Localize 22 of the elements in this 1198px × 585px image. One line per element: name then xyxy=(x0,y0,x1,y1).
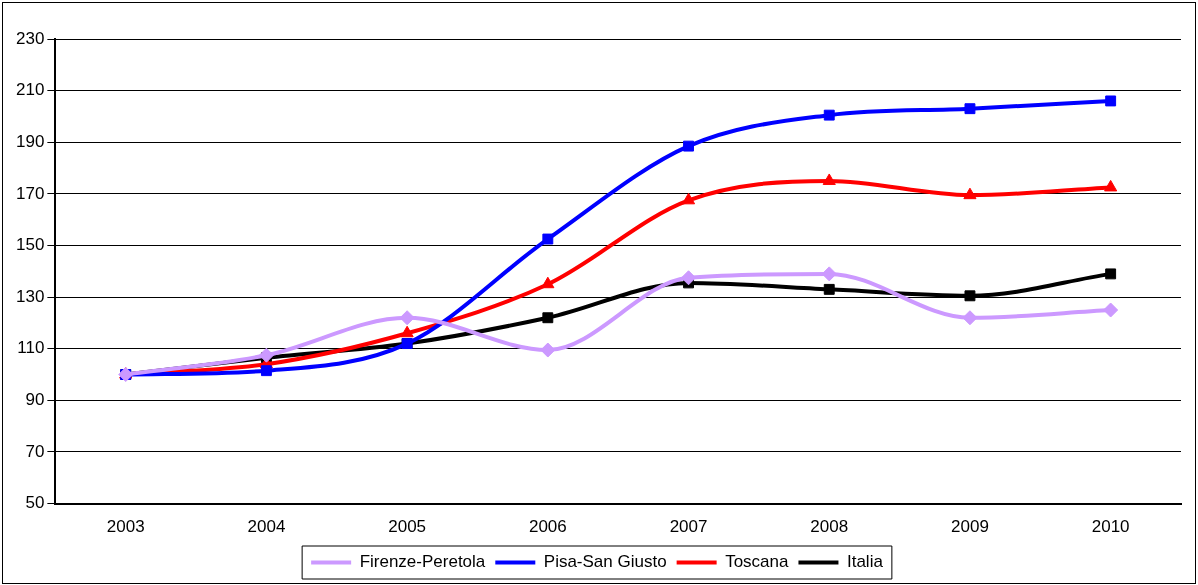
y-tick-label: 170 xyxy=(15,183,45,203)
y-tick-label: 230 xyxy=(15,28,45,48)
x-tick-label: 2009 xyxy=(951,517,989,537)
x-tick-label: 2007 xyxy=(669,517,708,537)
x-tick-label: 2004 xyxy=(247,517,286,537)
y-tick-label: 90 xyxy=(25,390,45,410)
x-tick-label: 2006 xyxy=(528,517,567,537)
y-tick-label: 150 xyxy=(15,235,45,255)
y-tick-label: 110 xyxy=(17,338,45,358)
legend-label: Italia xyxy=(846,552,884,572)
y-tick-label: 70 xyxy=(25,441,45,461)
x-tick-label: 2008 xyxy=(810,517,849,537)
x-tick-label: 2003 xyxy=(106,517,145,537)
x-tick-label: 2010 xyxy=(1091,517,1130,537)
y-tick-label: 130 xyxy=(15,286,45,306)
y-tick-label: 50 xyxy=(25,493,45,513)
y-tick-label: 210 xyxy=(15,80,45,100)
legend-label: Pisa-San Giusto xyxy=(543,552,667,572)
y-tick-label: 190 xyxy=(15,131,45,151)
legend-label: Firenze-Peretola xyxy=(359,552,486,572)
legend-label: Toscana xyxy=(725,552,789,572)
x-tick-label: 2005 xyxy=(388,517,427,537)
